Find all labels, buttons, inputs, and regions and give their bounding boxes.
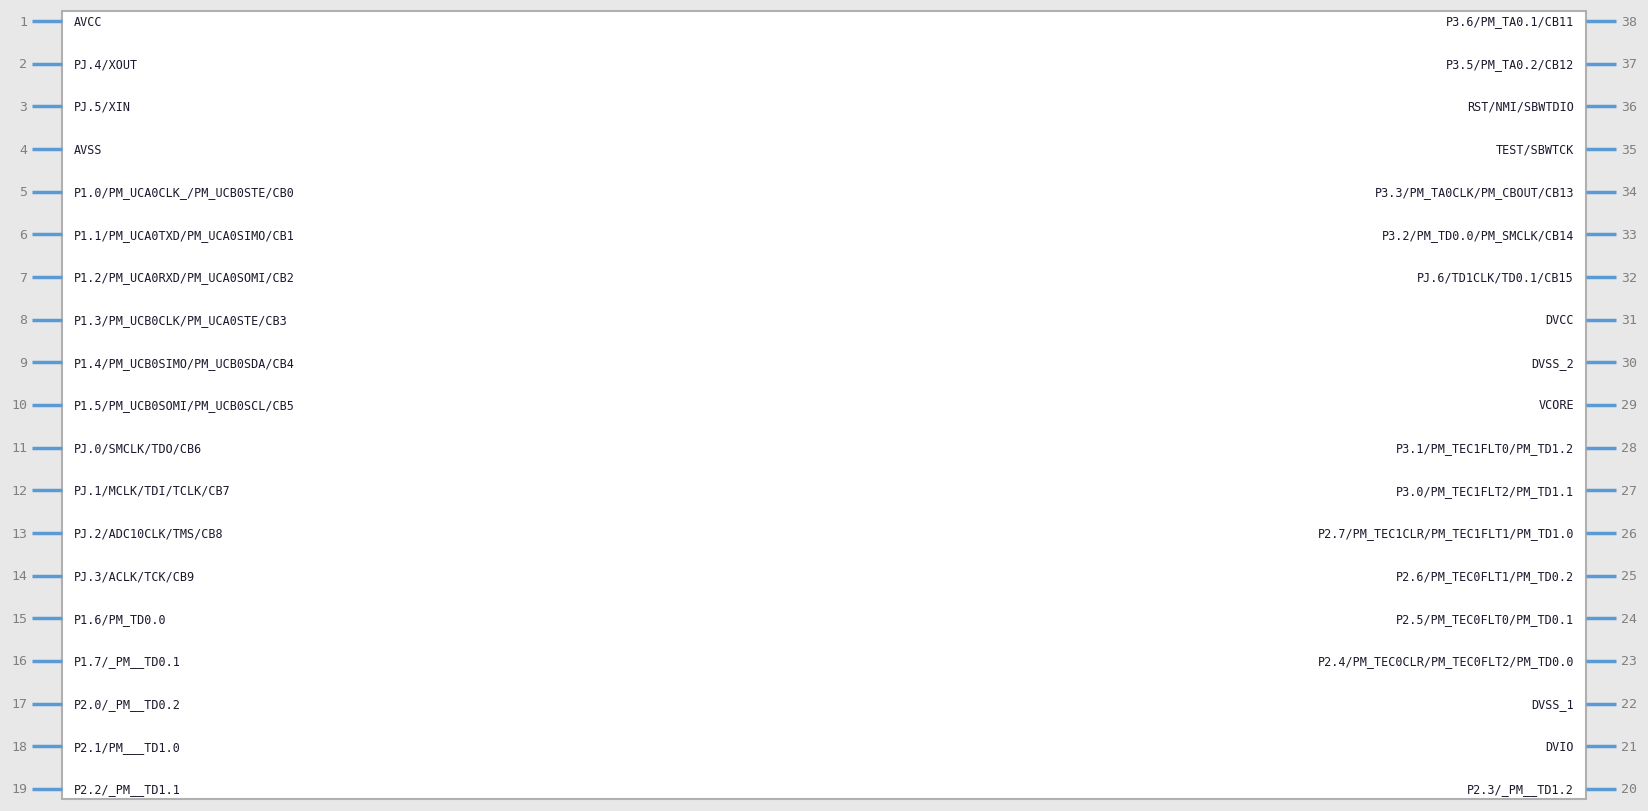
Text: P1.1/PM_UCA0TXD/PM_UCA0SIMO/CB1: P1.1/PM_UCA0TXD/PM_UCA0SIMO/CB1 bbox=[74, 229, 295, 242]
Text: P1.6/PM_TD0.0: P1.6/PM_TD0.0 bbox=[74, 612, 166, 625]
Text: 20: 20 bbox=[1622, 783, 1636, 796]
Text: 5: 5 bbox=[20, 186, 26, 199]
Text: 16: 16 bbox=[12, 654, 26, 667]
Text: AVSS: AVSS bbox=[74, 144, 102, 157]
Text: 6: 6 bbox=[20, 229, 26, 242]
Text: P1.4/PM_UCB0SIMO/PM_UCB0SDA/CB4: P1.4/PM_UCB0SIMO/PM_UCB0SDA/CB4 bbox=[74, 356, 295, 369]
Text: P2.2/_PM__TD1.1: P2.2/_PM__TD1.1 bbox=[74, 783, 181, 796]
Text: VCORE: VCORE bbox=[1538, 399, 1574, 412]
Text: PJ.3/ACLK/TCK/CB9: PJ.3/ACLK/TCK/CB9 bbox=[74, 569, 194, 582]
Text: 33: 33 bbox=[1622, 229, 1636, 242]
Text: 3: 3 bbox=[20, 101, 26, 114]
Text: P1.2/PM_UCA0RXD/PM_UCA0SOMI/CB2: P1.2/PM_UCA0RXD/PM_UCA0SOMI/CB2 bbox=[74, 271, 295, 284]
Text: 31: 31 bbox=[1622, 314, 1636, 327]
Text: DVSS_2: DVSS_2 bbox=[1531, 356, 1574, 369]
Text: P2.0/_PM__TD0.2: P2.0/_PM__TD0.2 bbox=[74, 697, 181, 710]
Text: 28: 28 bbox=[1622, 442, 1636, 455]
Text: 38: 38 bbox=[1622, 15, 1636, 28]
Text: PJ.6/TD1CLK/TD0.1/CB15: PJ.6/TD1CLK/TD0.1/CB15 bbox=[1417, 271, 1574, 284]
Text: 19: 19 bbox=[12, 783, 26, 796]
Text: 29: 29 bbox=[1622, 399, 1636, 412]
Text: DVSS_1: DVSS_1 bbox=[1531, 697, 1574, 710]
Text: 35: 35 bbox=[1622, 144, 1636, 157]
Text: DVCC: DVCC bbox=[1546, 314, 1574, 327]
Text: 14: 14 bbox=[12, 569, 26, 582]
Text: 1: 1 bbox=[20, 15, 26, 28]
Text: P3.5/PM_TA0.2/CB12: P3.5/PM_TA0.2/CB12 bbox=[1445, 58, 1574, 71]
Text: P2.3/_PM__TD1.2: P2.3/_PM__TD1.2 bbox=[1467, 783, 1574, 796]
Text: P3.3/PM_TA0CLK/PM_CBOUT/CB13: P3.3/PM_TA0CLK/PM_CBOUT/CB13 bbox=[1374, 186, 1574, 199]
Text: 7: 7 bbox=[20, 271, 26, 284]
Text: P3.2/PM_TD0.0/PM_SMCLK/CB14: P3.2/PM_TD0.0/PM_SMCLK/CB14 bbox=[1381, 229, 1574, 242]
Text: 24: 24 bbox=[1622, 612, 1636, 625]
Text: PJ.0/SMCLK/TDO/CB6: PJ.0/SMCLK/TDO/CB6 bbox=[74, 442, 203, 455]
Text: P3.1/PM_TEC1FLT0/PM_TD1.2: P3.1/PM_TEC1FLT0/PM_TD1.2 bbox=[1396, 442, 1574, 455]
Text: 23: 23 bbox=[1622, 654, 1636, 667]
Text: RST/NMI/SBWTDIO: RST/NMI/SBWTDIO bbox=[1467, 101, 1574, 114]
Text: 4: 4 bbox=[20, 144, 26, 157]
Text: 32: 32 bbox=[1622, 271, 1636, 284]
Text: PJ.5/XIN: PJ.5/XIN bbox=[74, 101, 130, 114]
Text: 9: 9 bbox=[20, 356, 26, 369]
Text: 34: 34 bbox=[1622, 186, 1636, 199]
Text: 37: 37 bbox=[1622, 58, 1636, 71]
Text: 27: 27 bbox=[1622, 484, 1636, 497]
Text: 26: 26 bbox=[1622, 527, 1636, 540]
Text: 36: 36 bbox=[1622, 101, 1636, 114]
Text: P2.4/PM_TEC0CLR/PM_TEC0FLT2/PM_TD0.0: P2.4/PM_TEC0CLR/PM_TEC0FLT2/PM_TD0.0 bbox=[1317, 654, 1574, 667]
Text: P1.5/PM_UCB0SOMI/PM_UCB0SCL/CB5: P1.5/PM_UCB0SOMI/PM_UCB0SCL/CB5 bbox=[74, 399, 295, 412]
Text: P1.7/_PM__TD0.1: P1.7/_PM__TD0.1 bbox=[74, 654, 181, 667]
Text: 30: 30 bbox=[1622, 356, 1636, 369]
Text: 21: 21 bbox=[1622, 740, 1636, 753]
Text: P2.6/PM_TEC0FLT1/PM_TD0.2: P2.6/PM_TEC0FLT1/PM_TD0.2 bbox=[1396, 569, 1574, 582]
Text: P3.0/PM_TEC1FLT2/PM_TD1.1: P3.0/PM_TEC1FLT2/PM_TD1.1 bbox=[1396, 484, 1574, 497]
Text: AVCC: AVCC bbox=[74, 15, 102, 28]
Text: PJ.2/ADC10CLK/TMS/CB8: PJ.2/ADC10CLK/TMS/CB8 bbox=[74, 527, 224, 540]
Text: 12: 12 bbox=[12, 484, 26, 497]
Text: 18: 18 bbox=[12, 740, 26, 753]
Text: P2.1/PM___TD1.0: P2.1/PM___TD1.0 bbox=[74, 740, 181, 753]
Text: P1.3/PM_UCB0CLK/PM_UCA0STE/CB3: P1.3/PM_UCB0CLK/PM_UCA0STE/CB3 bbox=[74, 314, 288, 327]
Text: P1.0/PM_UCA0CLK_/PM_UCB0STE/CB0: P1.0/PM_UCA0CLK_/PM_UCB0STE/CB0 bbox=[74, 186, 295, 199]
Text: PJ.4/XOUT: PJ.4/XOUT bbox=[74, 58, 138, 71]
Text: 10: 10 bbox=[12, 399, 26, 412]
Text: 8: 8 bbox=[20, 314, 26, 327]
Text: 13: 13 bbox=[12, 527, 26, 540]
Text: P2.5/PM_TEC0FLT0/PM_TD0.1: P2.5/PM_TEC0FLT0/PM_TD0.1 bbox=[1396, 612, 1574, 625]
Text: 15: 15 bbox=[12, 612, 26, 625]
Text: P2.7/PM_TEC1CLR/PM_TEC1FLT1/PM_TD1.0: P2.7/PM_TEC1CLR/PM_TEC1FLT1/PM_TD1.0 bbox=[1317, 527, 1574, 540]
Text: 22: 22 bbox=[1622, 697, 1636, 710]
Text: 25: 25 bbox=[1622, 569, 1636, 582]
Text: 11: 11 bbox=[12, 442, 26, 455]
Text: 2: 2 bbox=[20, 58, 26, 71]
Text: PJ.1/MCLK/TDI/TCLK/CB7: PJ.1/MCLK/TDI/TCLK/CB7 bbox=[74, 484, 231, 497]
Text: TEST/SBWTCK: TEST/SBWTCK bbox=[1496, 144, 1574, 157]
Text: 17: 17 bbox=[12, 697, 26, 710]
Text: P3.6/PM_TA0.1/CB11: P3.6/PM_TA0.1/CB11 bbox=[1445, 15, 1574, 28]
Text: DVIO: DVIO bbox=[1546, 740, 1574, 753]
